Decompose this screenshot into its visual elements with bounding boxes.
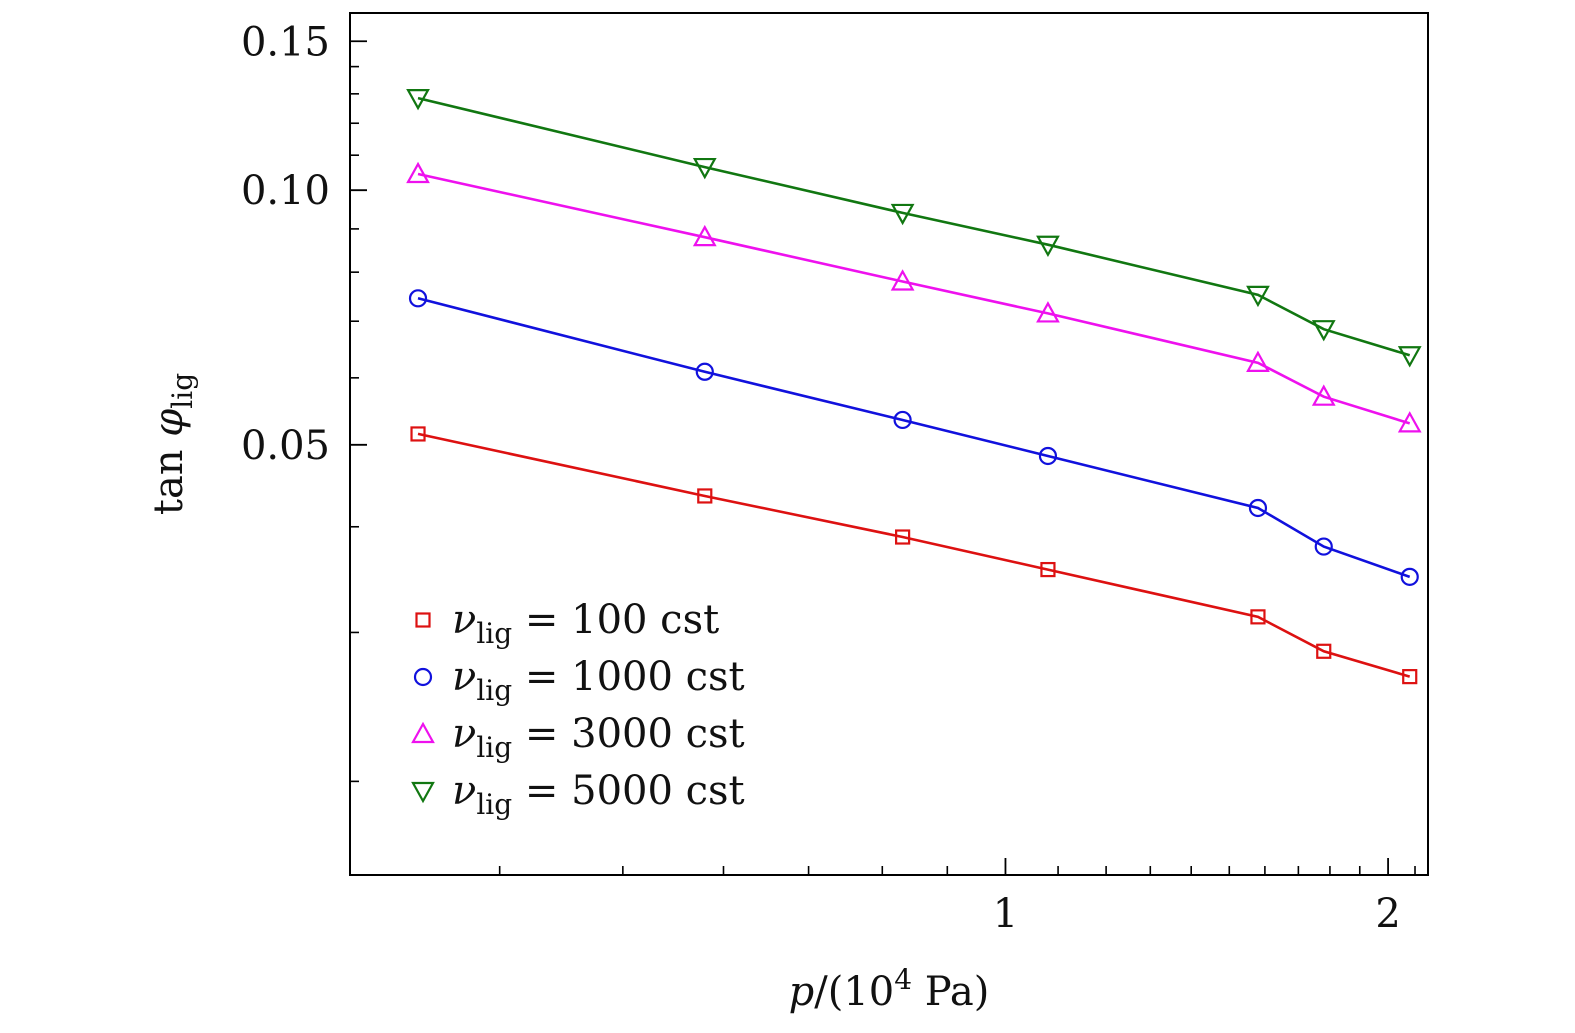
y-tick-label: 0.05: [241, 423, 330, 469]
series-2: [408, 289, 1419, 586]
legend-marker: [411, 721, 435, 744]
y-axis-label-group: tan φlig: [146, 373, 199, 515]
series-3: [406, 161, 1422, 433]
data-point: [1316, 643, 1332, 659]
data-point: [893, 410, 912, 430]
data-point: [1036, 235, 1060, 258]
data-point: [406, 88, 430, 111]
legend-label: νlig = 5000 cst: [452, 768, 745, 821]
x-axis-label: p/(104 Pa): [789, 963, 990, 1015]
y-tick-label: 0.10: [241, 168, 330, 214]
series-line: [417, 432, 1411, 678]
legend-marker: [411, 781, 435, 804]
data-point: [697, 488, 713, 504]
data-point: [695, 362, 714, 381]
data-point: [1397, 411, 1422, 433]
x-tick-label: 2: [1375, 891, 1400, 937]
x-tick-label: 1: [993, 891, 1018, 937]
series-1: [410, 426, 1418, 685]
data-point: [1311, 320, 1336, 342]
data-point: [1400, 567, 1419, 586]
y-axis-label: tan φlig: [146, 373, 199, 515]
data-point: [1246, 285, 1270, 308]
data-point: [895, 529, 911, 545]
data-point: [1248, 498, 1268, 518]
legend-marker: [415, 612, 431, 628]
data-point: [408, 289, 428, 308]
data-point: [410, 426, 426, 442]
series-line: [417, 96, 1411, 357]
data-point: [406, 161, 430, 184]
legend-label: νlig = 3000 cst: [452, 711, 745, 764]
series-line: [417, 297, 1411, 579]
data-point: [1038, 446, 1058, 466]
series-line: [417, 172, 1411, 425]
data-point: [890, 269, 915, 291]
data-point: [692, 224, 717, 247]
data-point: [1036, 301, 1060, 323]
data-point: [1397, 346, 1422, 368]
data-point: [692, 157, 717, 180]
y-tick-label: 0.15: [241, 19, 330, 65]
legend-marker: [413, 667, 433, 687]
data-point: [1246, 350, 1270, 372]
data-point: [1250, 609, 1266, 625]
data-point: [890, 203, 915, 226]
legend-label: νlig = 1000 cst: [452, 654, 745, 707]
data-point: [1040, 561, 1056, 578]
data-point: [1311, 384, 1336, 406]
data-point: [1402, 669, 1418, 685]
data-point: [1314, 537, 1333, 556]
legend-label: νlig = 100 cst: [452, 597, 719, 650]
series-4: [406, 88, 1422, 368]
